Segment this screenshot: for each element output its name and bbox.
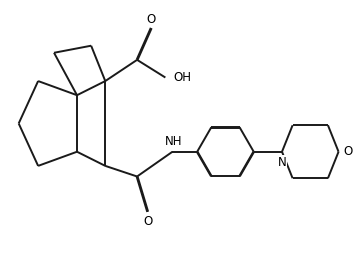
Text: O: O	[146, 13, 156, 26]
Text: O: O	[143, 215, 152, 228]
Text: O: O	[344, 145, 353, 158]
Text: N: N	[278, 156, 286, 169]
Text: OH: OH	[173, 71, 191, 84]
Text: NH: NH	[164, 135, 182, 148]
